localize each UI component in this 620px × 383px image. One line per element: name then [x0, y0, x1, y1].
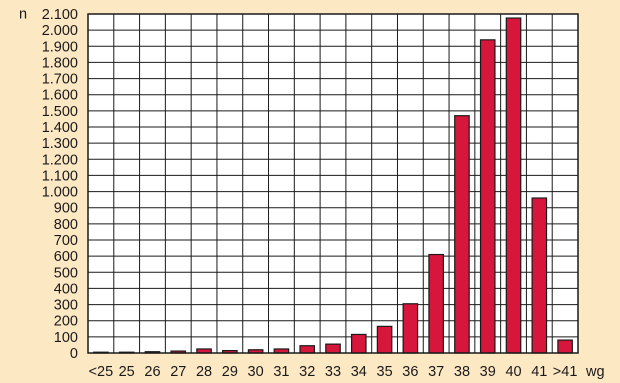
bar-18: [557, 339, 573, 354]
x-tick-label-17: 41: [531, 364, 547, 380]
y-tick-label-15: 1.500: [42, 104, 78, 120]
y-tick-label-14: 1.400: [42, 120, 78, 136]
y-tick-label-6: 600: [54, 249, 78, 265]
x-axis-label: wg: [585, 364, 605, 380]
y-tick-label-12: 1.200: [42, 152, 78, 168]
bar-14: [454, 115, 470, 354]
bar-11: [376, 325, 393, 354]
bar-10: [350, 333, 367, 354]
plot-area: [88, 14, 578, 353]
y-tick-label-19: 1.900: [42, 39, 78, 55]
y-tick-label-4: 400: [54, 281, 78, 297]
x-tick-label-15: 39: [480, 364, 496, 380]
y-tick-label-13: 1.300: [42, 136, 78, 152]
y-tick-label-17: 1.700: [42, 72, 78, 88]
plot-frame: [87, 13, 579, 354]
bar-17: [531, 197, 548, 354]
x-tick-label-2: 26: [144, 364, 160, 380]
bar-16: [505, 17, 522, 354]
y-tick-label-7: 700: [54, 233, 78, 249]
x-tick-label-7: 31: [273, 364, 289, 380]
y-tick-label-11: 1.100: [42, 168, 78, 184]
grid: [88, 13, 578, 354]
x-tick-label-12: 36: [402, 364, 418, 380]
x-tick-label-13: 37: [428, 364, 444, 380]
y-tick-label-2: 200: [54, 314, 78, 330]
y-tick-label-3: 300: [54, 298, 78, 314]
x-tick-label-8: 32: [299, 364, 315, 380]
y-tick-label-18: 1.800: [42, 55, 78, 71]
x-tick-label-11: 35: [377, 364, 393, 380]
x-tick-label-3: 27: [170, 364, 186, 380]
y-tick-label-8: 800: [54, 217, 78, 233]
bar-9: [325, 343, 341, 354]
x-tick-label-18: >41: [553, 364, 578, 380]
x-tick-label-4: 28: [196, 364, 212, 380]
y-tick-label-20: 2.000: [42, 23, 78, 39]
y-tick-label-9: 900: [54, 201, 78, 217]
bar-12: [402, 303, 419, 354]
y-tick-labels: 01002003004005006007008009001.0001.1001.…: [42, 7, 78, 362]
x-tick-label-14: 38: [454, 364, 470, 380]
y-tick-label-10: 1.000: [42, 185, 78, 201]
x-tick-label-5: 29: [222, 364, 238, 380]
bar-15: [479, 39, 496, 354]
x-tick-label-10: 34: [351, 364, 367, 380]
bar-8: [299, 345, 316, 354]
y-tick-label-0: 0: [70, 346, 78, 362]
x-tick-label-1: 25: [119, 364, 135, 380]
x-tick-labels: <25 25 26 27 28 29 30 31 32 33 34 35 36 37 38 39 40 41 >41: [89, 364, 578, 380]
y-axis-label: n: [19, 7, 27, 23]
bar-13: [428, 253, 444, 354]
x-tick-label-9: 33: [325, 364, 341, 380]
y-tick-label-21: 2.100: [42, 7, 78, 23]
x-tick-label-6: 30: [248, 364, 264, 380]
x-tick-label-16: 40: [505, 364, 521, 380]
y-tick-label-16: 1.600: [42, 88, 78, 104]
x-tick-label-0: <25: [89, 364, 114, 380]
y-tick-label-5: 500: [54, 265, 78, 281]
y-tick-label-1: 100: [54, 330, 78, 346]
